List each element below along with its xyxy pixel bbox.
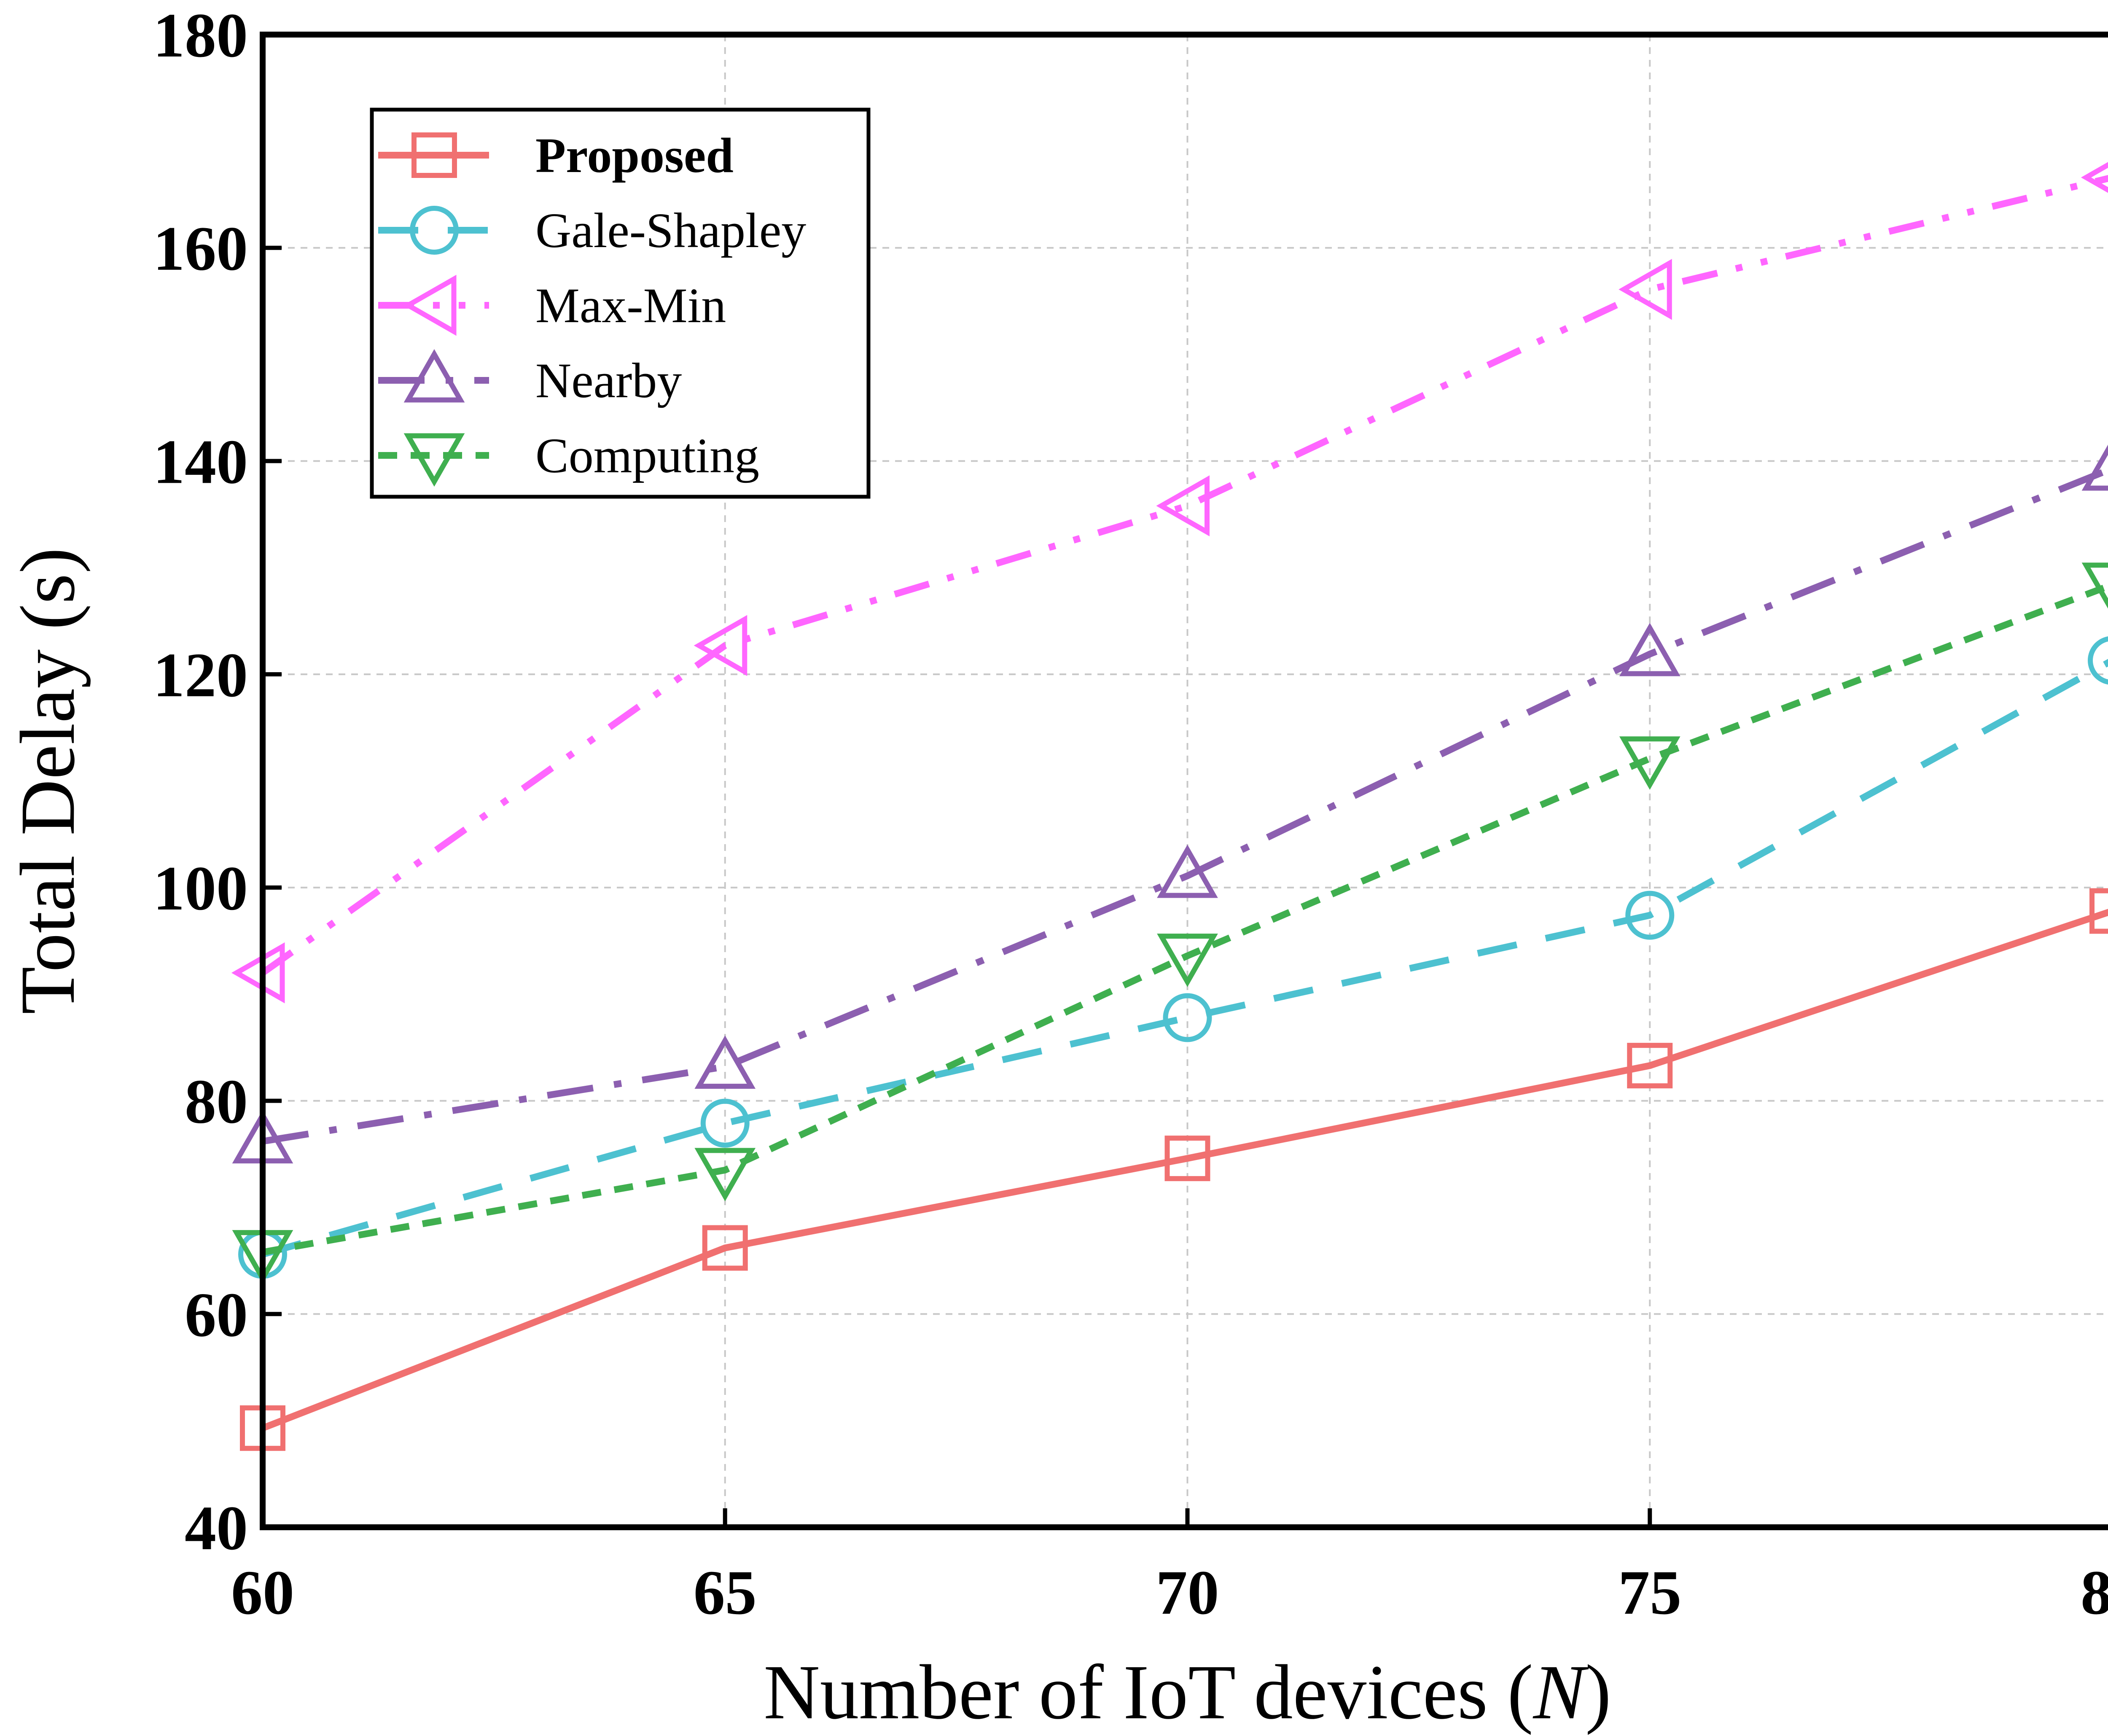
legend-entry-proposed: Proposed: [378, 128, 734, 183]
series-line-max-min: [261, 175, 2108, 976]
data-point-gale-shapley: [2088, 636, 2108, 685]
data-point-proposed: [2089, 888, 2108, 934]
legend-marker-max-min: [403, 275, 457, 336]
legend-entry-computing: Computing: [378, 428, 759, 487]
legend: Proposed Gale-Shapley Max-Min Nearby Computi…: [370, 108, 871, 499]
data-point-computing: [1157, 934, 1218, 987]
data-point-gale-shapley: [1163, 993, 1212, 1042]
x-tick-label: 65: [694, 1558, 757, 1628]
y-axis-title: Total Delay (s): [5, 548, 91, 1015]
legend-label-computing: Computing: [535, 428, 759, 483]
y-tick-label: 120: [153, 640, 248, 710]
data-point-computing: [2081, 563, 2108, 609]
y-tick-label: 100: [153, 853, 248, 923]
series-line-computing: [262, 582, 2108, 1256]
data-point-nearby: [694, 1035, 756, 1089]
legend-entry-nearby: Nearby: [378, 349, 682, 408]
x-tick-label: 80: [2081, 1558, 2108, 1628]
series-nearby: [232, 444, 2108, 1164]
y-tick-label: 160: [153, 214, 248, 284]
data-point-nearby: [1157, 844, 1218, 898]
x-tick-label: 60: [231, 1558, 294, 1628]
legend-label-max-min: Max-Min: [535, 278, 726, 333]
legend-marker-nearby: [403, 349, 465, 403]
x-tick-label: 70: [1156, 1558, 1219, 1628]
data-point-max-min: [231, 942, 285, 1004]
data-point-computing: [694, 1148, 756, 1202]
series-line-nearby: [262, 466, 2108, 1145]
series-line-gale-shapley: [261, 659, 2108, 1258]
data-point-max-min: [1156, 475, 1210, 536]
legend-marker-gale-shapley: [410, 206, 459, 255]
y-tick-label: 40: [185, 1493, 248, 1563]
data-point-nearby: [1619, 623, 1680, 676]
legend-label-gale-shapley: Gale-Shapley: [535, 203, 806, 258]
data-point-proposed: [702, 1225, 748, 1271]
x-tick-label: 75: [1618, 1558, 1681, 1628]
data-point-max-min: [1619, 258, 1672, 320]
y-tick-label: 80: [185, 1067, 248, 1137]
legend-marker-computing: [403, 433, 465, 487]
data-point-gale-shapley: [700, 1098, 750, 1148]
series-proposed: [240, 888, 2108, 1451]
y-tick-label: 180: [153, 0, 248, 70]
data-point-nearby: [2081, 444, 2108, 491]
data-point-proposed: [1164, 1136, 1210, 1182]
data-point-proposed: [1627, 1043, 1673, 1089]
y-tick-label: 140: [153, 427, 248, 497]
legend-entry-gale-shapley: Gale-Shapley: [378, 203, 806, 258]
legend-label-proposed: Proposed: [535, 128, 734, 183]
x-axis-title: Number of IoT devices (N): [764, 1649, 1611, 1736]
data-point-computing: [1619, 736, 1680, 790]
legend-entry-max-min: Max-Min: [378, 275, 726, 336]
series-line-proposed: [261, 909, 2108, 1432]
axis-ticks: 6065707580406080100120140160180: [153, 0, 2108, 1628]
series-computing: [232, 563, 2108, 1284]
data-point-max-min: [694, 615, 747, 676]
data-point-gale-shapley: [1625, 891, 1675, 940]
legend-label-nearby: Nearby: [535, 353, 682, 408]
y-tick-label: 60: [185, 1280, 248, 1350]
series-layer: [231, 162, 2108, 1451]
legend-marker-proposed: [411, 132, 457, 178]
series-max-min: [231, 162, 2108, 1004]
